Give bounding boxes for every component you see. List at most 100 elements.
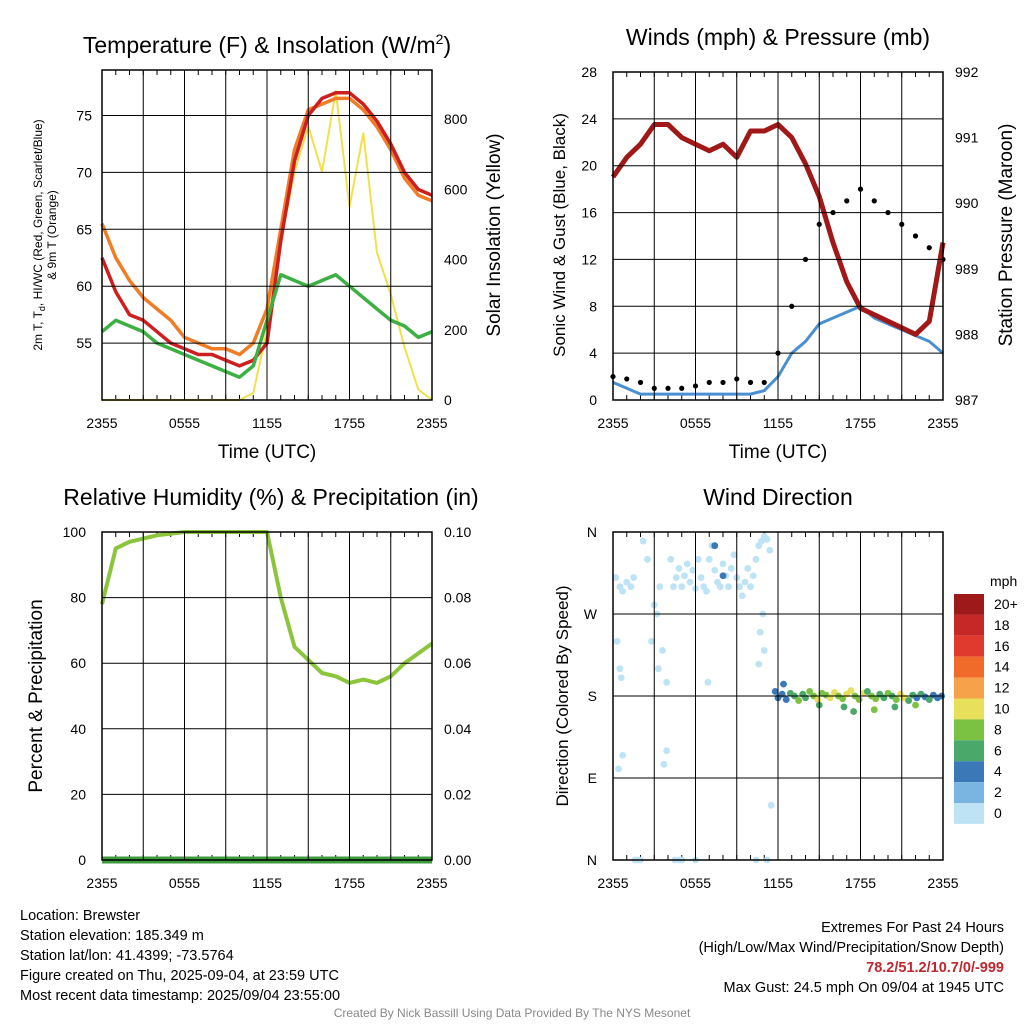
direction-point <box>627 583 635 591</box>
x-tick-label: 1755 <box>334 875 365 891</box>
direction-point <box>694 555 702 563</box>
direction-point <box>630 574 638 581</box>
direction-point <box>727 565 735 572</box>
direction-point <box>905 697 913 704</box>
direction-point <box>725 583 732 591</box>
y-left-tick-label: 16 <box>581 205 597 221</box>
y-left-tick-label: 4 <box>589 345 597 361</box>
x-tick-label: 0555 <box>680 875 711 891</box>
direction-point <box>766 546 774 554</box>
title-superscript: 2 <box>436 31 444 47</box>
x-axis-label: Time (UTC) <box>729 442 828 463</box>
y-left-label: 2m T, Td, HI/WC (Red, Green, Scarlet/Blu… <box>31 119 47 350</box>
legend-label: 0 <box>994 805 1002 821</box>
x-tick-label: 1755 <box>845 415 876 431</box>
y-right-label: Station Pressure (Maroon) <box>996 124 1017 347</box>
y-right-tick-label: 991 <box>955 130 979 146</box>
y-left-tick-label: 40 <box>70 721 86 737</box>
station-latlon: Station lat/lon: 41.4399; -73.5764 <box>20 948 234 964</box>
humidity-panel: Relative Humidity (%) & Precipitation (i… <box>26 484 479 891</box>
y-right-tick-label: 0.00 <box>444 852 471 868</box>
direction-point <box>891 703 899 711</box>
speed-legend: mph 20+ 18 16 14 12 10 8 6 4 2 0 <box>954 573 1018 824</box>
plot-border <box>612 531 944 861</box>
y-left-tick-label: 100 <box>63 524 87 540</box>
panel-2-frame <box>612 71 944 401</box>
y-left-tick-label: 28 <box>581 64 597 80</box>
y-left-label-part: 2m T, T <box>31 310 45 350</box>
direction-point <box>870 706 878 714</box>
x-tick-label: 2355 <box>86 875 117 891</box>
y-left-label-line2: & 9m T (Orange) <box>45 190 59 280</box>
x-tick-label: 1755 <box>845 875 876 891</box>
x-tick-label: 1155 <box>763 875 793 891</box>
y-right-tick-label: 0.06 <box>444 655 471 671</box>
y-right-tick-label: 990 <box>955 195 979 211</box>
y-right-tick-label: 0.10 <box>444 524 471 540</box>
direction-point <box>619 587 627 595</box>
y-right-label: Solar Insolation (Yellow) <box>484 133 505 336</box>
direction-point <box>839 695 847 703</box>
direction-point <box>826 694 834 702</box>
legend-swatch <box>954 698 984 720</box>
y-right-tick-label: 0.08 <box>444 590 471 606</box>
legend-swatch <box>954 719 984 741</box>
y-right-tick-label: 992 <box>955 64 979 80</box>
x-tick-label: 1155 <box>763 415 793 431</box>
direction-point <box>615 765 622 773</box>
y-left-tick-label: 8 <box>589 298 597 314</box>
y-tick-label: N <box>587 524 597 540</box>
y-tick-label: W <box>584 606 598 622</box>
direction-point <box>643 555 651 563</box>
direction-point <box>752 555 760 563</box>
y-left-tick-label: 75 <box>76 108 92 124</box>
legend-label: 18 <box>994 617 1010 633</box>
x-tick-label: 1155 <box>252 415 282 431</box>
direction-point <box>654 665 662 673</box>
x-tick-label: 0555 <box>169 415 200 431</box>
direction-point <box>619 751 627 759</box>
direction-point <box>755 660 763 668</box>
direction-point <box>778 690 786 698</box>
direction-point <box>675 565 683 572</box>
y-tick-label: N <box>587 852 597 868</box>
x-tick-label: 0555 <box>169 875 200 891</box>
legend-label: 6 <box>994 742 1002 758</box>
x-tick-label: 1755 <box>334 415 365 431</box>
credit-line: Created By Nick Bassill Using Data Provi… <box>333 1006 691 1020</box>
x-tick-label: 2355 <box>927 415 958 431</box>
recent-timestamp: Most recent data timestamp: 2025/09/04 2… <box>20 988 341 1004</box>
direction-point <box>660 760 668 768</box>
legend-swatch <box>954 803 984 824</box>
gust-point <box>761 379 767 386</box>
direction-point <box>749 572 757 580</box>
gust-point <box>665 385 671 391</box>
gust-point <box>706 379 712 386</box>
legend-label: 10 <box>994 701 1010 717</box>
legend-swatch <box>954 740 984 762</box>
legend-swatch <box>954 782 984 803</box>
y-left-tick-label: 60 <box>76 278 92 294</box>
winds-panel: Winds (mph) & Pressure (mb) 2355 0555 1155 1… <box>550 24 1017 463</box>
direction-point <box>612 574 620 581</box>
y-tick-label: E <box>588 770 597 786</box>
direction-point <box>711 542 719 550</box>
x-tick-label: 2355 <box>416 415 447 431</box>
y-right-tick-label: 0 <box>444 392 452 408</box>
y-left-tick-label: 55 <box>76 335 92 351</box>
y-right-tick-label: 800 <box>444 111 468 127</box>
gust-point <box>624 376 630 382</box>
direction-point <box>705 555 713 563</box>
y-right-tick-label: 987 <box>955 392 979 408</box>
figure-created: Figure created on Thu, 2025-09-04, at 23… <box>20 968 339 984</box>
direction-point <box>656 583 664 591</box>
direction-point <box>855 696 863 704</box>
y-left-tick-label: 12 <box>581 251 597 267</box>
y-right-tick-label: 988 <box>955 326 979 342</box>
x-tick-label: 2355 <box>416 875 447 891</box>
legend-label: 14 <box>994 659 1010 675</box>
legend-label: 12 <box>994 680 1010 696</box>
direction-point <box>678 583 686 591</box>
plot-border <box>101 69 433 401</box>
